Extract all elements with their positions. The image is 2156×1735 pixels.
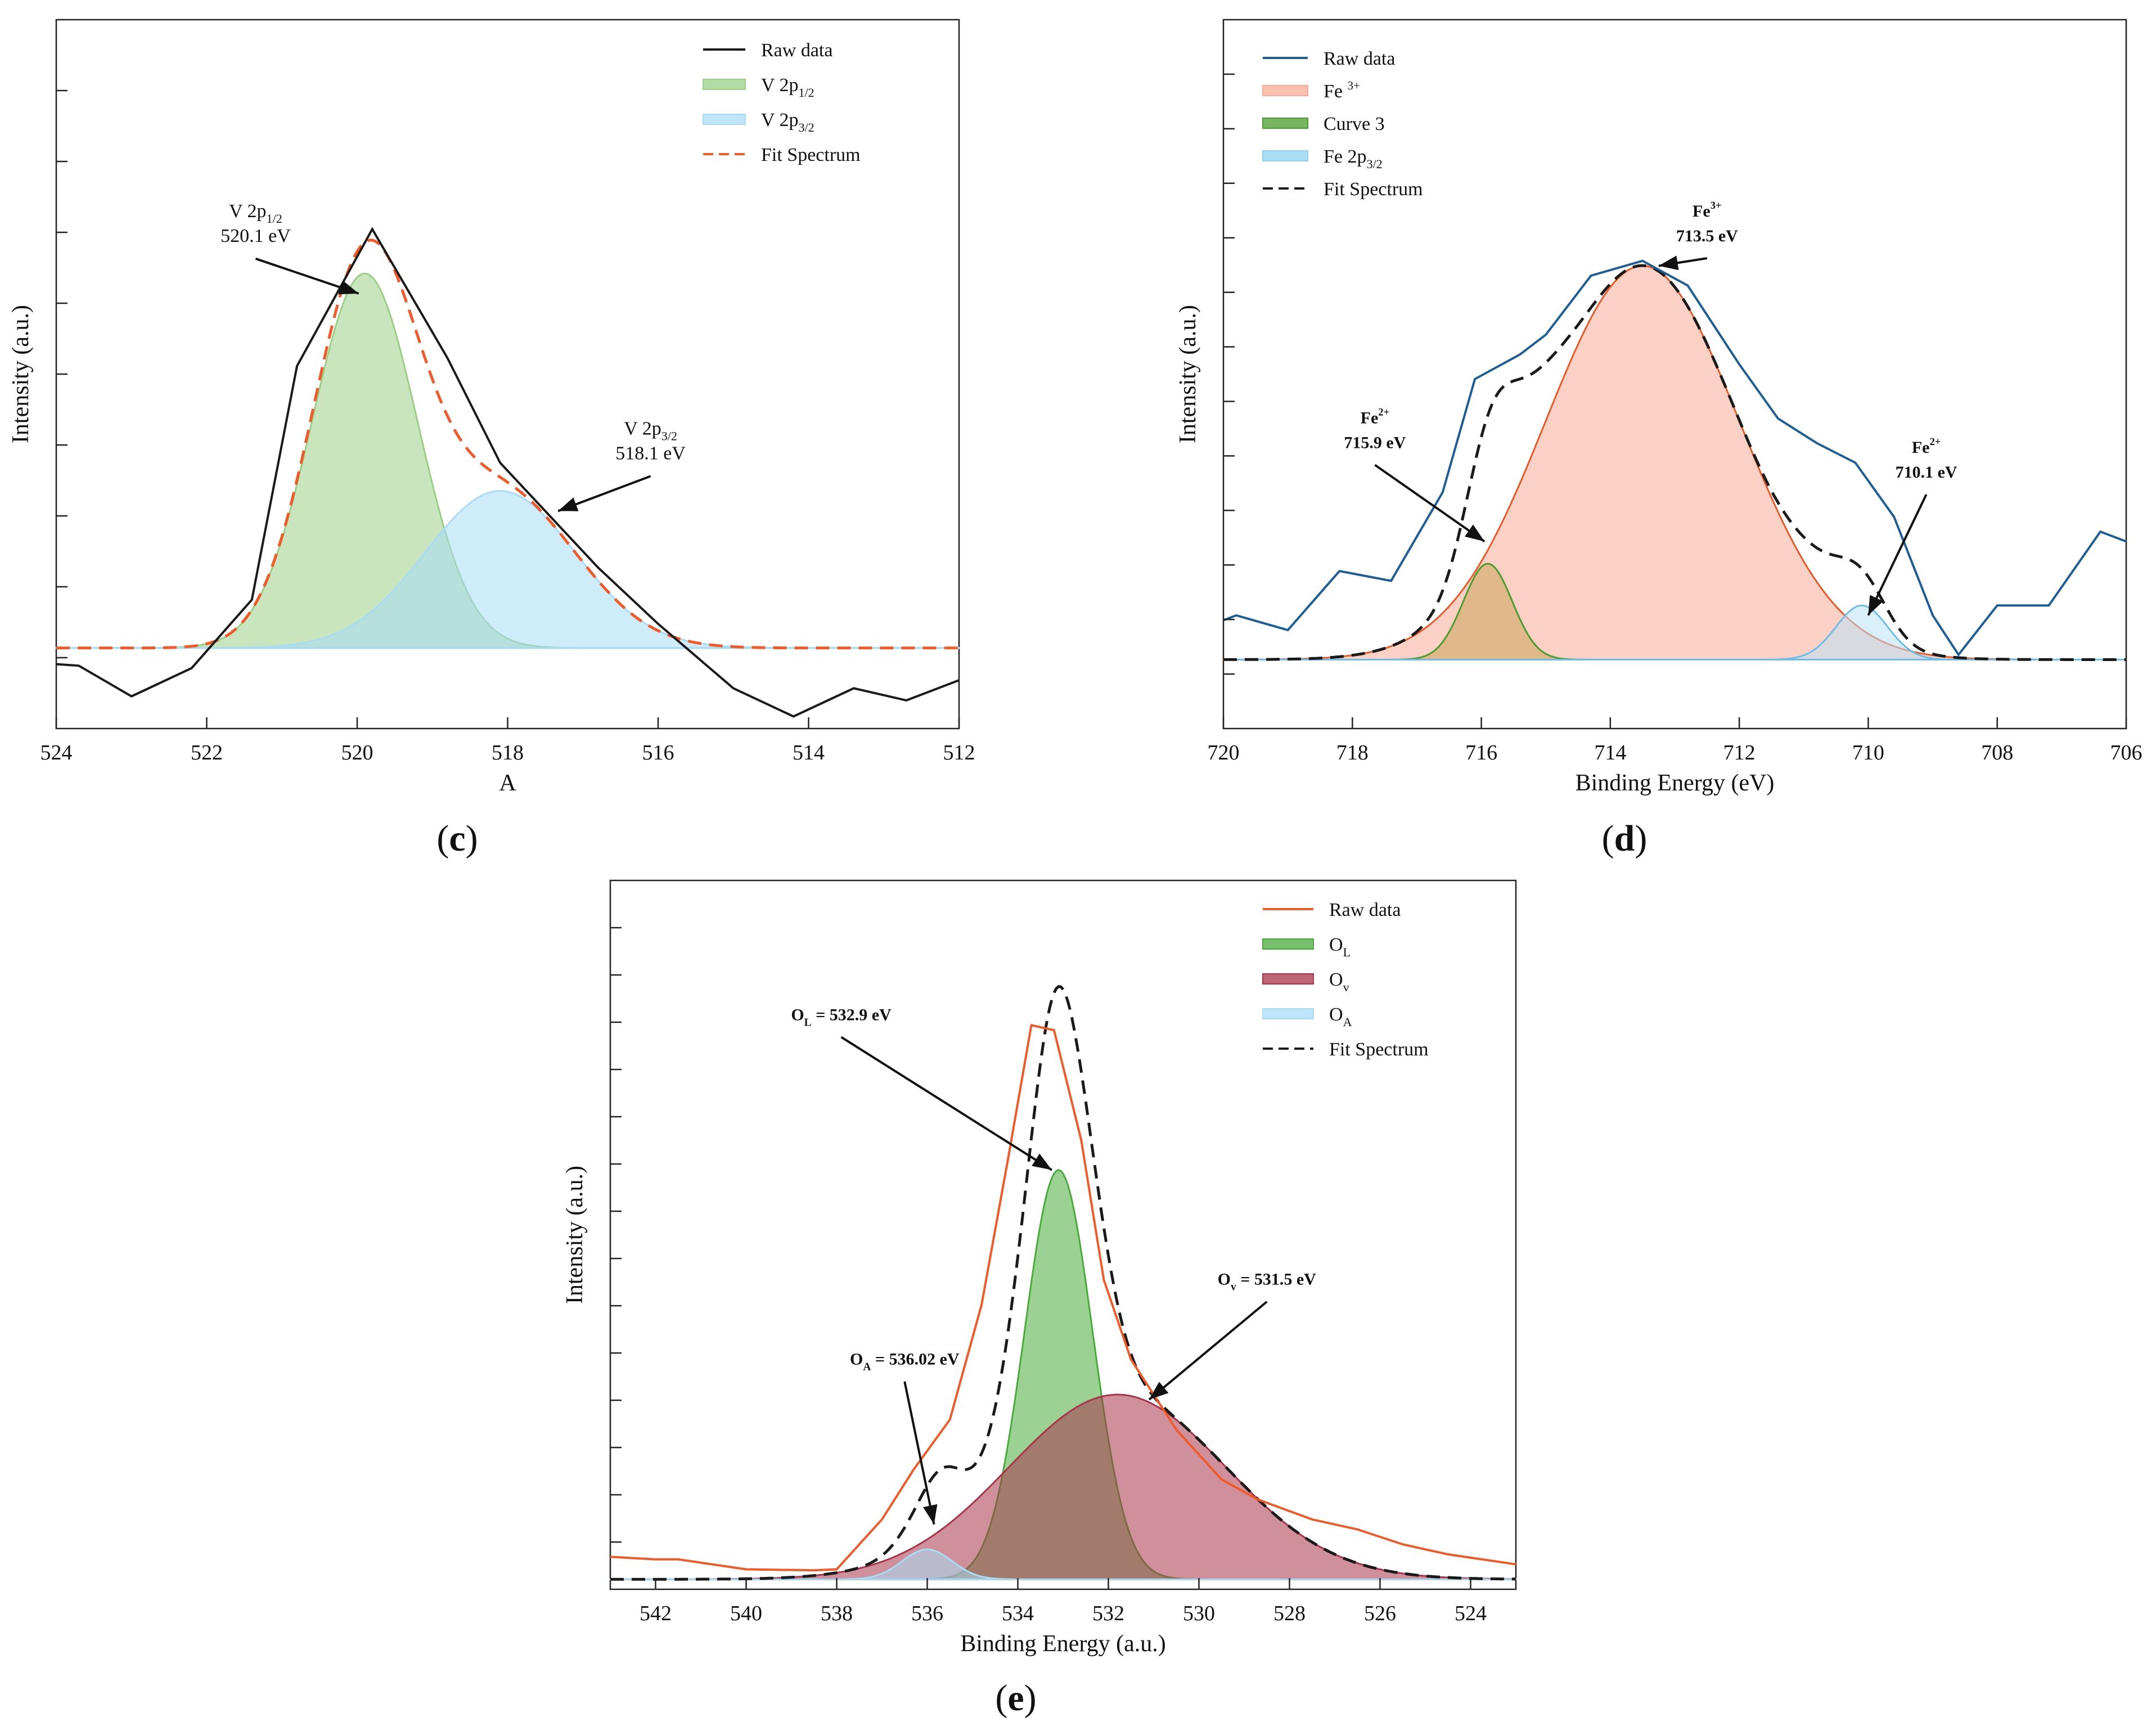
legend-label-d-0: Raw data xyxy=(1324,48,1395,69)
legend-label-d-1: Fe 3+ xyxy=(1324,79,1360,102)
x-tick-label-e-3: 536 xyxy=(911,1602,943,1625)
x-tick-label-d-2: 716 xyxy=(1465,741,1497,765)
annotation-arrow-e-1 xyxy=(1148,1301,1268,1401)
legend-swatch-d-3 xyxy=(1262,150,1308,161)
fit-spectrum-e xyxy=(610,985,1516,1581)
x-axis-title-d: Binding Energy (eV) xyxy=(1576,770,1775,796)
x-tick-label-c-6: 512 xyxy=(943,741,975,765)
x-axis-title-c: A xyxy=(499,770,516,796)
annotation-arrow-d-0 xyxy=(1374,464,1486,543)
annotation-d-1-0: Fe3+ xyxy=(1693,200,1722,221)
x-tick-label-c-1: 522 xyxy=(191,741,223,765)
x-tick-label-d-4: 712 xyxy=(1723,741,1756,765)
legend-swatch-d-2 xyxy=(1262,118,1308,129)
annotation-arrow-e-2 xyxy=(903,1381,935,1525)
peak-d-0 xyxy=(1222,264,2126,660)
x-tick-label-e-7: 528 xyxy=(1273,1602,1306,1625)
x-tick-label-e-2: 538 xyxy=(821,1602,853,1625)
annotation-arrowhead-e-0 xyxy=(1032,1153,1052,1170)
x-axis-title-e: Binding Energy (a.u.) xyxy=(960,1631,1166,1657)
x-tick-label-e-0: 542 xyxy=(640,1602,672,1625)
legend-label-e-1: OL xyxy=(1329,934,1351,959)
annotation-e-2-0: OA = 536.02 eV xyxy=(850,1350,960,1373)
panel-label-c: (c) xyxy=(436,818,478,859)
plot-frame-e xyxy=(609,879,1517,1590)
legend-label-e-0: Raw data xyxy=(1329,900,1401,920)
panel-d-chart: 720 718 716 714 712 710 708 706 Binding Energy (… xyxy=(1175,19,2143,796)
legend-label-d-3: Fe 2p3/2 xyxy=(1324,146,1383,171)
panel-e-chart: 542 540 538 536 534 532 530 528 526 524 Binding En… xyxy=(562,879,1517,1657)
x-tick-label-c-5: 514 xyxy=(793,741,825,765)
annotation-d-0-1: 715.9 eV xyxy=(1344,434,1406,452)
annotation-e-0-0: OL = 532.9 eV xyxy=(791,1005,892,1028)
y-axis-title-d: Intensity (a.u.) xyxy=(1175,305,1201,443)
x-tick-label-e-9: 524 xyxy=(1455,1602,1487,1625)
legend-label-d-4: Fit Spectrum xyxy=(1324,179,1423,200)
x-tick-label-c-3: 518 xyxy=(492,741,524,765)
annotation-arrow-e-0 xyxy=(840,1036,1052,1171)
x-tick-label-e-4: 534 xyxy=(1002,1602,1034,1625)
annotation-e-1-0: Ov = 531.5 eV xyxy=(1218,1270,1317,1293)
x-tick-label-d-5: 710 xyxy=(1852,741,1884,765)
annotation-arrowhead-e-1 xyxy=(1149,1382,1169,1400)
annotation-c-1-1: 518.1 eV xyxy=(615,443,686,464)
legend-swatch-e-2 xyxy=(1262,973,1314,985)
legend-swatch-e-1 xyxy=(1262,938,1314,950)
raw-data-e xyxy=(610,1023,1516,1572)
x-tick-label-d-1: 718 xyxy=(1336,741,1369,765)
raw-data-d xyxy=(1223,259,2127,657)
y-axis-title-c: Intensity (a.u.) xyxy=(8,305,34,443)
x-tick-label-d-3: 714 xyxy=(1594,741,1626,765)
x-tick-label-e-1: 540 xyxy=(730,1602,762,1625)
legend-label-e-2: Ov xyxy=(1329,969,1350,994)
y-axis-title-e: Intensity (a.u.) xyxy=(562,1166,588,1304)
annotation-d-1-1: 713.5 eV xyxy=(1676,227,1738,245)
legend-swatch-e-3 xyxy=(1262,1008,1314,1019)
annotation-arrowhead-d-2 xyxy=(1868,595,1883,615)
panel-label-d: (d) xyxy=(1602,818,1648,859)
annotation-c-1-0: V 2p3/2 xyxy=(624,418,677,443)
legend-label-c-0: Raw data xyxy=(761,40,832,61)
legend-label-d-2: Curve 3 xyxy=(1324,114,1385,134)
x-tick-label-d-7: 706 xyxy=(2110,741,2143,765)
legend-label-e-3: OA xyxy=(1329,1004,1352,1029)
legend-swatch-d-1 xyxy=(1262,85,1308,96)
legend-label-c-1: V 2p1/2 xyxy=(761,75,814,100)
annotation-arrowhead-e-2 xyxy=(923,1504,938,1525)
x-tick-label-c-0: 524 xyxy=(40,741,73,765)
x-tick-label-d-0: 720 xyxy=(1208,741,1240,765)
annotation-c-0-0: V 2p1/2 xyxy=(229,201,282,226)
panel-label-e: (e) xyxy=(995,1678,1036,1719)
annotation-d-0-0: Fe2+ xyxy=(1361,407,1390,428)
legend-label-e-4: Fit Spectrum xyxy=(1329,1039,1429,1060)
x-tick-label-e-5: 532 xyxy=(1092,1602,1124,1625)
peak-e-1 xyxy=(609,1394,1517,1580)
legend-swatch-c-1 xyxy=(703,79,746,90)
fit-spectrum-d xyxy=(1223,264,2126,661)
annotation-arrow-d-2 xyxy=(1867,494,1928,616)
plot-frame-d xyxy=(1222,19,2127,730)
x-tick-label-d-6: 708 xyxy=(1981,741,2013,765)
annotation-arrowhead-c-0 xyxy=(338,280,359,295)
x-tick-label-e-8: 526 xyxy=(1364,1602,1396,1625)
x-tick-label-c-4: 516 xyxy=(642,741,674,765)
fit-spectrum-c xyxy=(56,239,959,650)
panel-c-chart: 524 522 520 518 516 514 512 A Intensity (a.u.) Ra… xyxy=(8,19,975,796)
annotation-c-0-1: 520.1 eV xyxy=(220,226,291,246)
x-tick-label-c-2: 520 xyxy=(341,741,373,765)
raw-data-c xyxy=(56,227,960,718)
legend-swatch-c-2 xyxy=(703,114,746,125)
annotation-arrowhead-d-0 xyxy=(1465,524,1485,542)
annotation-d-2-0: Fe2+ xyxy=(1912,436,1941,457)
annotation-d-2-1: 710.1 eV xyxy=(1896,463,1957,482)
legend-label-c-3: Fit Spectrum xyxy=(761,145,861,165)
annotation-arrowhead-c-1 xyxy=(558,497,579,511)
legend-label-c-2: V 2p3/2 xyxy=(761,110,814,134)
peak-c-1 xyxy=(55,490,960,649)
x-tick-label-e-6: 530 xyxy=(1183,1602,1215,1625)
annotation-arrowhead-d-1 xyxy=(1658,255,1679,271)
